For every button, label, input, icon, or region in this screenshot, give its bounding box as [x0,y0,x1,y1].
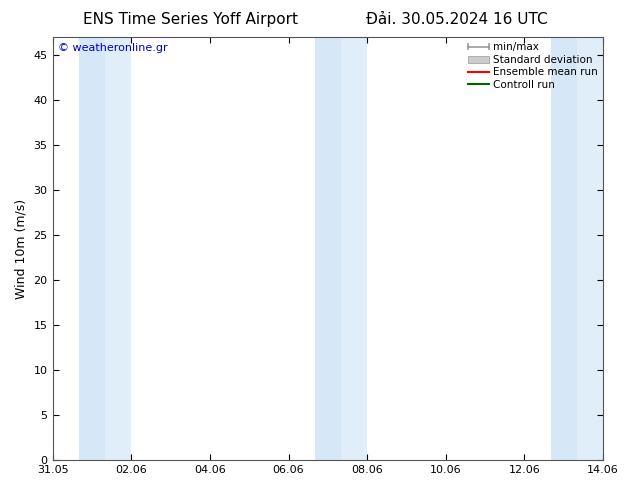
Text: © weatheronline.gr: © weatheronline.gr [58,44,167,53]
Bar [105,37,131,460]
Text: ENS Time Series Yoff Airport: ENS Time Series Yoff Airport [82,12,298,27]
Bar [314,37,341,460]
Legend: min/max, Standard deviation, Ensemble mean run, Controll run: min/max, Standard deviation, Ensemble me… [466,40,600,92]
Y-axis label: Wind 10m (m/s): Wind 10m (m/s) [15,198,28,299]
Bar [551,37,577,460]
Text: Đải. 30.05.2024 16 UTC: Đải. 30.05.2024 16 UTC [366,12,547,27]
Bar [577,37,603,460]
Bar [341,37,367,460]
Bar [79,37,105,460]
